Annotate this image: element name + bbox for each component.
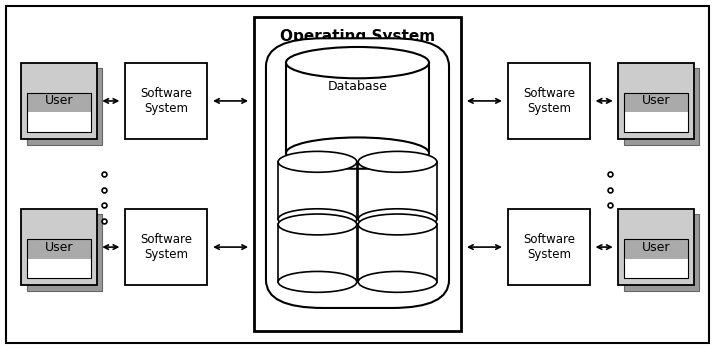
Bar — [26, 214, 102, 291]
Bar — [21, 63, 97, 139]
Ellipse shape — [358, 209, 437, 230]
Bar — [618, 63, 694, 139]
Bar — [508, 63, 590, 139]
Ellipse shape — [286, 137, 429, 169]
Text: Software
System: Software System — [523, 87, 575, 115]
Bar — [623, 68, 699, 144]
Bar — [125, 63, 207, 139]
Bar — [27, 93, 91, 132]
Ellipse shape — [358, 214, 437, 235]
Ellipse shape — [278, 214, 357, 235]
Polygon shape — [278, 162, 357, 219]
Text: User: User — [45, 240, 73, 254]
Text: Database: Database — [327, 80, 388, 94]
Text: Software
System: Software System — [140, 87, 192, 115]
Bar — [254, 17, 461, 331]
Polygon shape — [358, 162, 437, 219]
Bar — [27, 239, 91, 278]
Bar — [26, 68, 102, 144]
Bar — [624, 239, 688, 259]
Ellipse shape — [278, 209, 357, 230]
Bar — [21, 209, 97, 285]
Text: User: User — [45, 94, 73, 108]
Bar — [125, 209, 207, 285]
Bar — [624, 93, 688, 132]
Ellipse shape — [278, 271, 357, 292]
Text: Software
System: Software System — [523, 233, 575, 261]
Ellipse shape — [286, 47, 429, 78]
Polygon shape — [278, 224, 357, 282]
Text: DBMS: DBMS — [325, 55, 390, 74]
Bar — [624, 93, 688, 112]
Polygon shape — [286, 63, 429, 153]
Text: Operating System: Operating System — [280, 29, 435, 44]
Text: User: User — [642, 94, 670, 108]
Bar — [624, 93, 688, 132]
Ellipse shape — [278, 151, 357, 172]
Bar — [27, 239, 91, 259]
Text: Software
System: Software System — [140, 233, 192, 261]
Bar — [27, 93, 91, 132]
FancyBboxPatch shape — [266, 38, 449, 308]
Bar — [508, 209, 590, 285]
Bar — [624, 239, 688, 278]
Ellipse shape — [358, 271, 437, 292]
Text: User: User — [642, 240, 670, 254]
Ellipse shape — [358, 151, 437, 172]
Polygon shape — [358, 224, 437, 282]
Bar — [624, 239, 688, 278]
Bar — [618, 209, 694, 285]
Bar — [27, 93, 91, 112]
Bar — [27, 239, 91, 278]
Bar — [623, 214, 699, 291]
